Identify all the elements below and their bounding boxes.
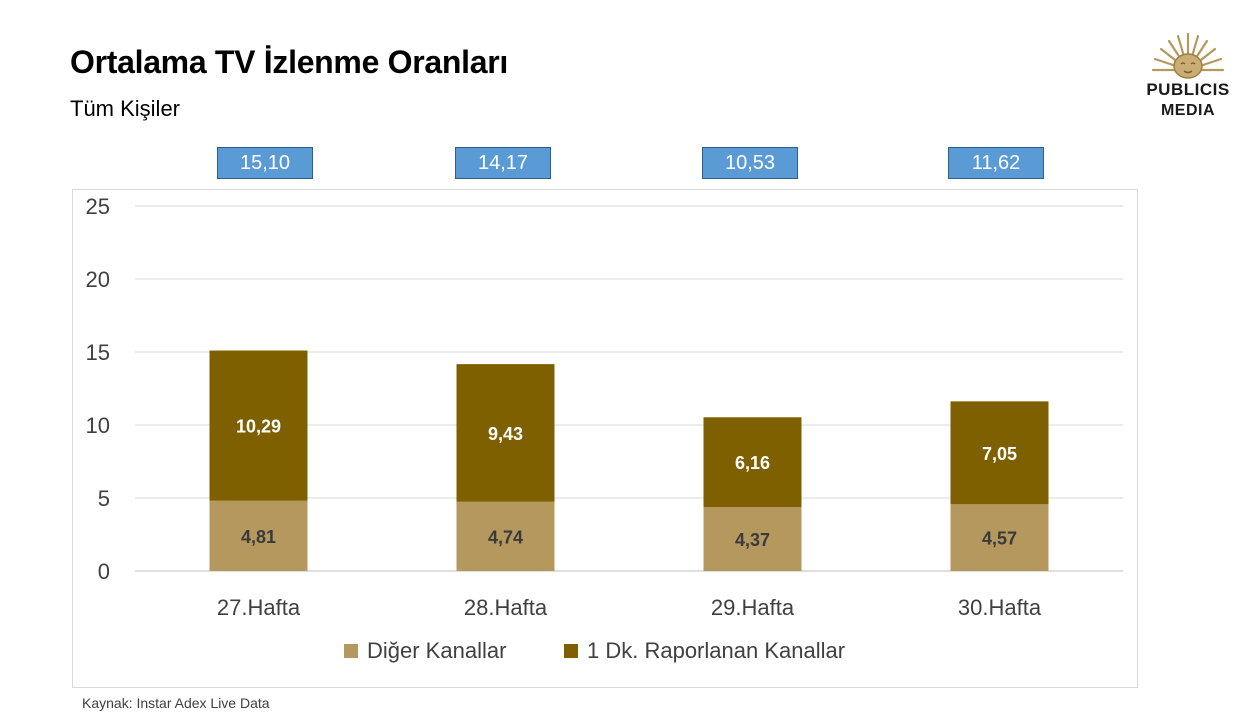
legend-label: 1 Dk. Raporlanan Kanallar (587, 638, 845, 663)
total-label-28: 14,17 (455, 147, 551, 179)
bar-top-segment (703, 417, 802, 508)
y-tick-label: 5 (98, 486, 110, 511)
data-label: 9,43 (488, 424, 523, 444)
page-subtitle: Tüm Kişiler (70, 96, 181, 121)
bar-bottom-segment (456, 501, 555, 571)
bar-top-segment (950, 401, 1049, 505)
data-label: 4,57 (982, 529, 1017, 549)
page-title: Ortalama TV İzlenme Oranları (70, 44, 508, 80)
data-label: 7,05 (982, 444, 1017, 464)
bar-bottom-segment (209, 500, 308, 571)
sun-face-icon (1151, 32, 1225, 79)
data-label: 4,81 (241, 527, 276, 547)
y-tick-label: 10 (86, 413, 110, 438)
data-label: 4,37 (735, 530, 770, 550)
legend-swatch (564, 644, 578, 658)
bar-bottom-segment (703, 507, 802, 571)
legend-label: Diğer Kanallar (367, 638, 506, 663)
total-label-29: 10,53 (702, 147, 798, 179)
data-label: 4,74 (488, 527, 523, 547)
data-label: 6,16 (735, 453, 770, 473)
bar-bottom-segment (950, 504, 1049, 571)
y-tick-label: 0 (98, 559, 110, 584)
source-note: Kaynak: Instar Adex Live Data (82, 695, 270, 711)
legend-swatch (344, 644, 358, 658)
bar-top-segment (456, 364, 555, 502)
logo-line-2: MEDIA (1160, 102, 1216, 119)
data-label: 10,29 (236, 417, 281, 437)
y-tick-label: 20 (86, 267, 110, 292)
stacked-bar-chart: 0 5 10 15 20 25 4,81 10,29 27.Hafta 4,74 9,43 28.Ha… (86, 194, 1123, 663)
y-tick-label: 15 (86, 340, 110, 365)
publicis-media-logo: PUBLICIS MEDIA (1128, 30, 1248, 125)
x-tick-label: 30.Hafta (958, 595, 1042, 620)
x-tick-label: 29.Hafta (711, 595, 795, 620)
logo-line-1: PUBLICIS (1146, 80, 1230, 99)
y-tick-label: 25 (86, 194, 110, 219)
x-tick-label: 27.Hafta (217, 595, 301, 620)
chart-area: 0 5 10 15 20 25 4,81 10,29 27.Hafta 4,74 9,43 28.Ha… (72, 189, 1138, 688)
bar-top-segment (209, 350, 308, 501)
total-label-27: 15,10 (217, 147, 313, 179)
total-label-30: 11,62 (948, 147, 1044, 179)
x-tick-label: 28.Hafta (464, 595, 548, 620)
